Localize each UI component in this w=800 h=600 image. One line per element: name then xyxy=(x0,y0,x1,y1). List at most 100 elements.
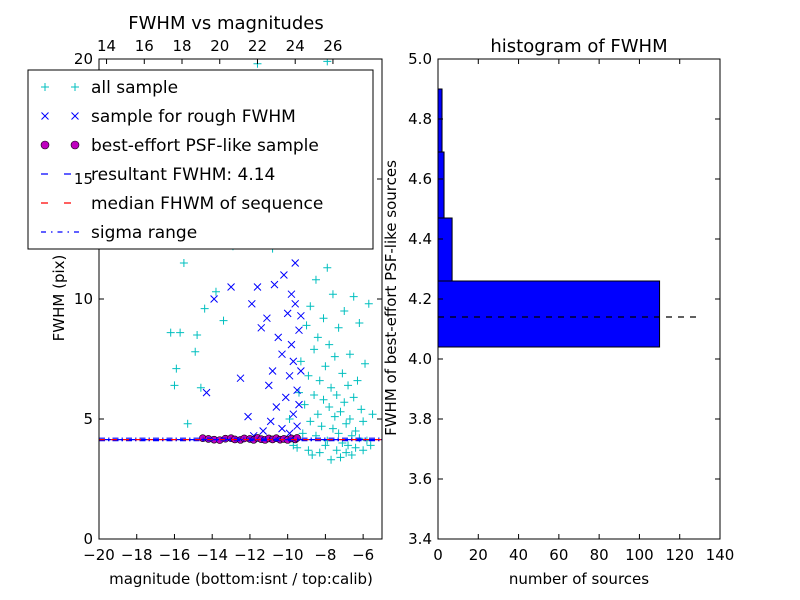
all-sample-point xyxy=(196,383,205,392)
rough-sample-point xyxy=(283,309,292,318)
all-sample-point xyxy=(293,443,302,452)
rough-sample-point xyxy=(270,280,279,289)
all-sample-point xyxy=(298,429,307,438)
histogram-y-tick-label: 4.8 xyxy=(408,110,432,128)
all-sample-point xyxy=(364,299,373,308)
all-sample-point xyxy=(321,441,330,450)
legend-circle-icon xyxy=(70,140,80,150)
scatter-top-tick-label: 20 xyxy=(210,37,229,55)
legend-label: all sample xyxy=(91,78,178,98)
rough-sample-point xyxy=(253,283,262,291)
scatter-x-tick-label: −20 xyxy=(83,546,115,564)
rough-sample-point xyxy=(268,367,277,375)
all-sample-point xyxy=(310,345,319,354)
all-sample-point xyxy=(193,331,202,339)
all-sample-point xyxy=(361,359,370,368)
legend-item: median FHWM of sequence xyxy=(41,194,323,214)
all-sample-point xyxy=(325,403,334,411)
histogram-y-tick-label: 3.6 xyxy=(408,470,432,488)
all-sample-point xyxy=(285,415,294,423)
all-sample-point xyxy=(317,422,326,431)
rough-sample-point xyxy=(272,403,281,411)
histogram-bar xyxy=(438,88,443,153)
histogram-x-tick-label: 40 xyxy=(509,546,528,564)
scatter-panel: FWHM vs magnitudes magnitude (bottom:isn… xyxy=(50,13,383,588)
all-sample-point xyxy=(306,302,315,311)
all-sample-point xyxy=(355,319,364,327)
rough-sample-point xyxy=(289,410,298,419)
rough-sample-point xyxy=(257,323,266,332)
rough-sample-point xyxy=(247,299,256,308)
all-sample-point xyxy=(308,451,317,459)
rough-sample-point xyxy=(236,374,245,383)
all-sample-point xyxy=(313,333,322,342)
all-sample-point xyxy=(179,259,188,267)
all-sample-point xyxy=(323,263,332,272)
rough-sample-point xyxy=(285,371,294,380)
all-sample-point xyxy=(336,407,345,416)
all-sample-point xyxy=(219,316,228,325)
rough-sample-point xyxy=(280,271,288,279)
all-sample-point xyxy=(336,453,345,462)
all-sample-point xyxy=(211,287,220,296)
histogram-x-tick-label: 140 xyxy=(706,546,735,564)
all-sample-point xyxy=(366,441,375,450)
rough-sample-point xyxy=(287,340,296,349)
all-sample-point xyxy=(315,376,324,385)
all-sample-point xyxy=(183,419,192,428)
histogram-y-tick-label: 4.6 xyxy=(408,170,432,188)
legend-cross-icon xyxy=(71,112,79,120)
all-sample-point xyxy=(166,328,175,337)
rough-sample-point xyxy=(266,417,275,426)
all-sample-point xyxy=(359,417,368,426)
all-sample-point xyxy=(319,314,328,323)
scatter-x-tick-label: −18 xyxy=(121,546,153,564)
all-sample-point xyxy=(344,441,353,450)
rough-sample-point xyxy=(259,427,267,435)
all-sample-point xyxy=(357,405,366,414)
rough-sample-point xyxy=(244,412,252,421)
histogram-x-label: number of sources xyxy=(509,570,649,588)
rough-sample-point xyxy=(210,295,218,303)
all-sample-point xyxy=(170,381,179,390)
scatter-x-label: magnitude (bottom:isnt / top:calib) xyxy=(109,570,373,588)
all-sample-point xyxy=(340,398,349,407)
scatter-y-label: FWHM (pix) xyxy=(50,255,68,342)
rough-sample-point xyxy=(291,299,300,308)
rough-sample-point xyxy=(291,259,300,267)
scatter-y-tick-label: 5 xyxy=(83,410,93,428)
histogram-y-tick-label: 5.0 xyxy=(408,50,432,68)
all-sample-point xyxy=(368,410,377,419)
scatter-ticks: −20 −18 −16 −14 −12 −10 −8 −6 14 16 18 20 22 24 26 0 5 10… xyxy=(74,37,382,564)
all-sample-point xyxy=(191,347,200,356)
rough-sample-point xyxy=(274,333,283,342)
scatter-top-tick-label: 24 xyxy=(286,37,305,55)
all-sample-point xyxy=(359,446,368,455)
scatter-plot-area xyxy=(99,59,382,464)
histogram-x-tick-label: 0 xyxy=(433,546,443,564)
histogram-y-tick-label: 3.8 xyxy=(408,410,432,428)
legend-item: resultant FWHM: 4.14 xyxy=(41,165,275,185)
rough-sample-point xyxy=(281,393,290,402)
rough-sample-point xyxy=(227,283,235,291)
histogram-y-label: FWHM of best-effort PSF-like sources xyxy=(382,160,400,436)
legend-item: all sample xyxy=(41,78,178,98)
all-sample-point xyxy=(338,369,347,378)
all-sample-point xyxy=(304,446,313,455)
rough-sample-point xyxy=(293,422,301,431)
histogram-y-tick-label: 3.4 xyxy=(408,530,432,548)
histogram-ticks: 0 20 40 60 80 100 120 140 3.4 3.6 3.8 4.0 4.2 4.4 4.6 4… xyxy=(408,50,734,564)
all-sample-point xyxy=(332,446,341,455)
all-sample-point xyxy=(172,364,181,373)
all-sample-point xyxy=(353,376,362,385)
all-sample-point xyxy=(342,419,351,428)
scatter-x-tick-label: −16 xyxy=(159,546,191,564)
histogram-x-tick-label: 100 xyxy=(625,546,654,564)
scatter-top-tick-label: 22 xyxy=(248,37,267,55)
rough-sample-point xyxy=(263,314,271,323)
all-sample-point xyxy=(321,362,330,371)
histogram-y-tick-label: 4.0 xyxy=(408,350,432,368)
scatter-top-tick-label: 18 xyxy=(172,37,191,55)
rough-sample-point xyxy=(278,350,286,359)
